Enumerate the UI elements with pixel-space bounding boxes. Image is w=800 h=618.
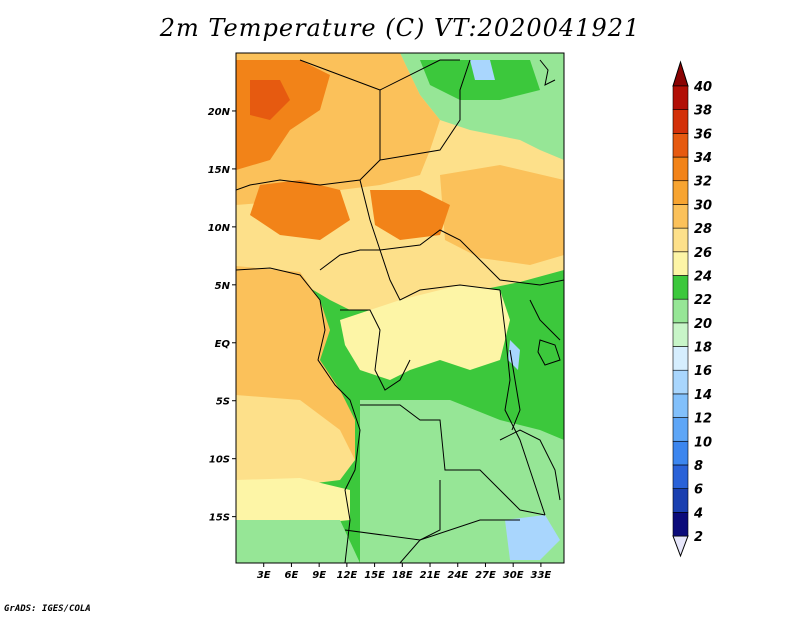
lon-tick-label: 21E bbox=[420, 570, 441, 581]
rift-lakes bbox=[509, 349, 521, 431]
lat-tick-label: 10S bbox=[209, 455, 230, 466]
colorbar-label: 10 bbox=[694, 435, 712, 450]
border-chad-sudan bbox=[379, 59, 471, 161]
red-sea-coast bbox=[539, 59, 556, 86]
colorbar-label: 26 bbox=[694, 246, 712, 261]
border-libya bbox=[379, 59, 460, 91]
lon-tick-label: 24E bbox=[447, 570, 468, 581]
lon-tick-label: 9E bbox=[312, 570, 326, 581]
colorbar-box bbox=[672, 464, 689, 489]
colorbar-box bbox=[672, 417, 689, 442]
field-ocean-26 bbox=[236, 478, 350, 525]
field-34-central bbox=[250, 180, 350, 240]
longitude-axis: 3E 6E 9E 12E 15E 18E 21E 24E 27E 30E 33E bbox=[257, 563, 552, 581]
colorbar-label: 38 bbox=[694, 104, 712, 119]
border-angola-zambia bbox=[399, 480, 441, 563]
field-36 bbox=[250, 80, 290, 120]
lat-tick-label: EQ bbox=[215, 339, 231, 350]
lon-tick-label: 12E bbox=[336, 570, 357, 581]
colorbar-label: 4 bbox=[693, 506, 703, 521]
coastline-gulf bbox=[236, 267, 321, 301]
lon-tick-label: 18E bbox=[392, 570, 413, 581]
colorbar-box bbox=[672, 204, 689, 229]
lon-tick-label: 30E bbox=[503, 570, 524, 581]
colorbar-box bbox=[672, 275, 689, 300]
map-title: 2m Temperature (C) VT:2020041921 bbox=[159, 14, 641, 42]
border-congo bbox=[340, 309, 411, 391]
colorbar-label: 22 bbox=[694, 293, 712, 308]
colorbar-label: 36 bbox=[694, 127, 712, 142]
colorbar-box bbox=[672, 488, 689, 513]
temperature-field bbox=[236, 53, 564, 563]
colorbar-box bbox=[672, 440, 689, 466]
lat-tick-label: 20N bbox=[208, 107, 231, 118]
map-frame bbox=[235, 52, 565, 564]
lat-tick-label: 5N bbox=[215, 281, 231, 292]
border-tanzania bbox=[499, 429, 561, 501]
colorbar-label: 24 bbox=[694, 269, 712, 284]
field-lake-cool bbox=[508, 340, 520, 370]
coastline-west bbox=[317, 299, 361, 563]
field-se-cool bbox=[505, 515, 560, 560]
border-car-south bbox=[379, 249, 501, 301]
lon-tick-label: 27E bbox=[475, 570, 496, 581]
colorbar-box bbox=[672, 393, 689, 418]
colorbar-box bbox=[672, 346, 689, 371]
colorbar-max-arrow bbox=[672, 60, 689, 87]
field-north-cool bbox=[470, 60, 495, 80]
field-34-chad bbox=[370, 190, 450, 240]
colorbar-box bbox=[672, 227, 689, 253]
colorbar-label: 20 bbox=[694, 317, 712, 332]
border-uganda bbox=[529, 299, 561, 341]
colorbar-box bbox=[672, 156, 689, 182]
colorbar-label: 2 bbox=[694, 530, 703, 545]
lat-tick-label: 5S bbox=[216, 397, 230, 408]
border-angola-drc bbox=[360, 404, 546, 516]
field-ocean-28 bbox=[236, 395, 355, 490]
colorbar-label: 12 bbox=[694, 412, 712, 427]
field-30-east bbox=[440, 165, 564, 265]
colorbar-box bbox=[672, 251, 689, 276]
colorbar-box bbox=[672, 322, 689, 347]
lat-tick-label: 15S bbox=[209, 513, 230, 524]
lon-tick-label: 15E bbox=[364, 570, 385, 581]
colorbar-label: 40 bbox=[693, 80, 712, 95]
lat-tick-label: 10N bbox=[208, 223, 231, 234]
colorbar-label: 14 bbox=[694, 388, 712, 403]
colorbar-min-arrow bbox=[672, 535, 689, 558]
colorbar-box bbox=[672, 512, 689, 537]
colorbar-label: 8 bbox=[694, 459, 703, 474]
country-borders bbox=[236, 59, 564, 563]
lake-victoria bbox=[537, 339, 561, 366]
border-drc-east bbox=[499, 289, 546, 516]
lon-tick-label: 33E bbox=[531, 570, 552, 581]
field-sw-20 bbox=[236, 520, 360, 563]
colorbar-box bbox=[672, 180, 689, 205]
lon-tick-label: 6E bbox=[285, 570, 299, 581]
colorbar-label: 18 bbox=[694, 341, 712, 356]
border-nigeria-cam bbox=[319, 249, 380, 271]
colorbar-label: 28 bbox=[694, 222, 712, 237]
colorbar-box bbox=[672, 85, 689, 110]
border-car-sudan bbox=[359, 179, 564, 286]
latitude-axis: 20N 15N 10N 5N EQ 5S 10S 15S bbox=[208, 107, 236, 524]
colorbar-label: 16 bbox=[694, 364, 712, 379]
colorbar-box bbox=[672, 133, 689, 158]
colorbar-box bbox=[672, 369, 689, 395]
lat-tick-label: 15N bbox=[208, 165, 231, 176]
colorbar-label: 6 bbox=[694, 483, 703, 498]
colorbar-box bbox=[672, 109, 689, 134]
colorbar-label: 34 bbox=[694, 151, 712, 166]
colorbar-label: 32 bbox=[694, 175, 712, 190]
grads-credit: GrADS: IGES/COLA bbox=[4, 604, 91, 614]
colorbar-label: 30 bbox=[694, 198, 712, 213]
border-south bbox=[344, 519, 520, 541]
field-congo-26 bbox=[340, 285, 510, 380]
lon-tick-label: 3E bbox=[257, 570, 271, 581]
colorbar-box bbox=[672, 298, 689, 324]
